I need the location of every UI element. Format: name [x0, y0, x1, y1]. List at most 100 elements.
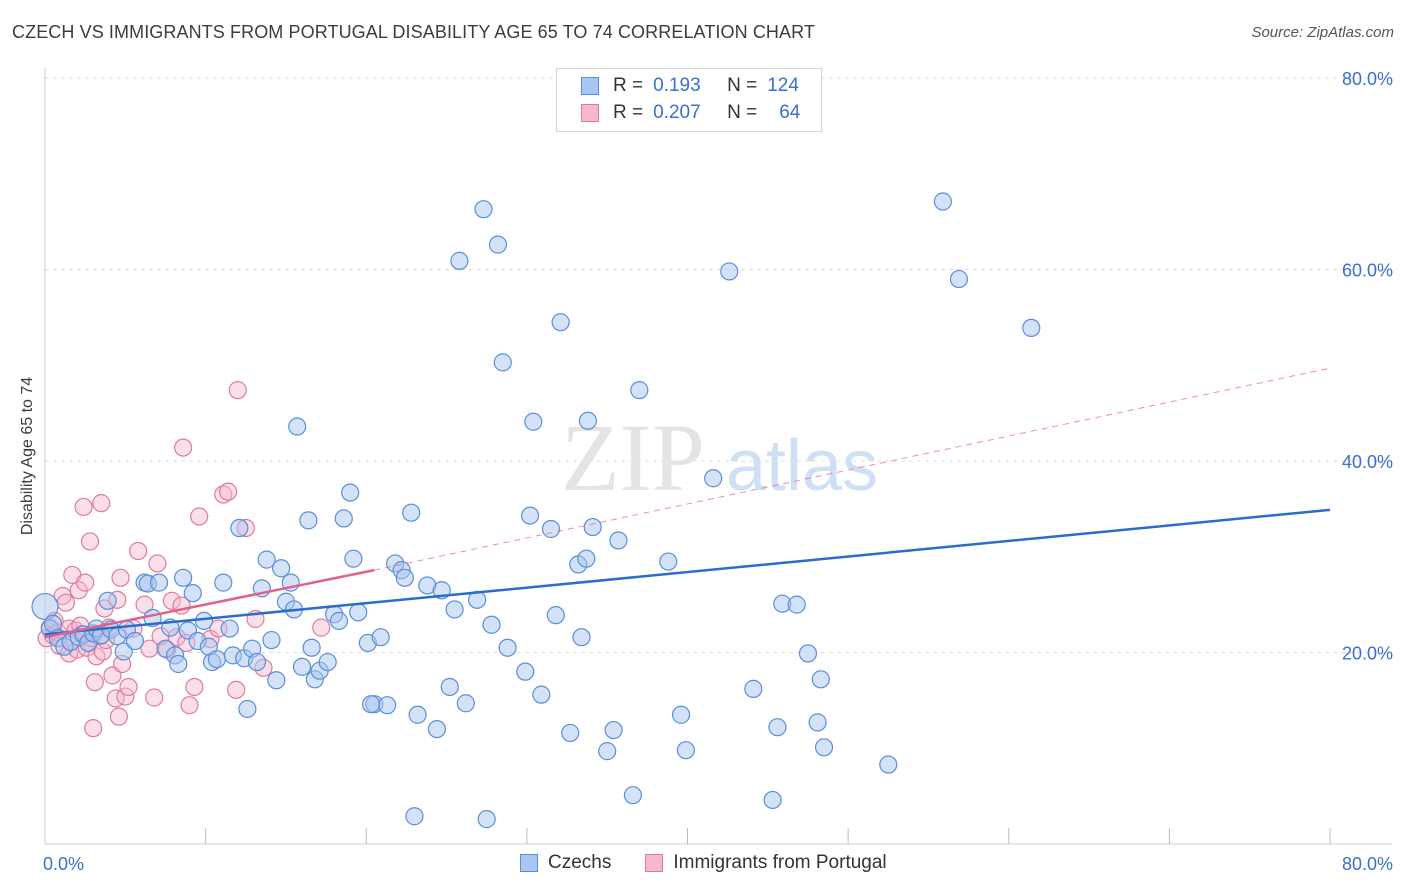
grid-lines: [45, 77, 1392, 653]
czech-point: [341, 483, 360, 502]
portugal-point: [174, 438, 193, 457]
czech-point: [493, 353, 512, 372]
x-tick-label-min: 0.0%: [43, 854, 84, 874]
czech-point: [220, 619, 239, 638]
czech-point: [408, 705, 427, 724]
czech-point: [604, 720, 623, 740]
czech-point: [445, 600, 464, 619]
czechs-legend-label: Czechs: [548, 852, 612, 873]
portugal-swatch: [581, 104, 599, 122]
portugal-trend-line: [44, 568, 375, 639]
czech-point: [288, 417, 307, 436]
portugal-point: [148, 554, 167, 573]
czech-point: [402, 503, 421, 522]
czech-point: [267, 671, 286, 690]
portugal-point: [56, 593, 75, 612]
czech-point: [349, 603, 368, 622]
watermark-atlas: atlas: [726, 426, 878, 506]
czech-point: [720, 262, 739, 281]
czech-point: [440, 677, 459, 697]
czechs-legend-swatch: [520, 854, 538, 872]
legend-row-czechs: R = 0.193 N = 124: [581, 75, 799, 97]
portugal-point: [76, 573, 95, 592]
czech-point: [257, 550, 276, 569]
czech-point: [659, 552, 678, 571]
portugal-legend-swatch: [645, 854, 664, 872]
czech-point: [704, 469, 723, 488]
czech-point: [329, 611, 349, 631]
czech-point: [450, 251, 469, 270]
czech-point: [98, 591, 117, 610]
czech-point: [238, 699, 257, 719]
portugal-point: [162, 591, 181, 610]
n-label: N =: [727, 75, 758, 96]
czech-point: [671, 705, 691, 724]
portugal-point: [135, 595, 154, 614]
czechs-n-value: 124: [767, 75, 799, 96]
czech-point: [524, 412, 543, 431]
portugal-point: [190, 507, 209, 526]
czech-point: [532, 685, 551, 704]
czech-point: [814, 738, 834, 757]
czech-point: [114, 642, 133, 661]
czech-point: [477, 810, 496, 829]
czech-point: [125, 631, 145, 651]
czech-point: [798, 644, 818, 663]
czech-point: [546, 606, 565, 625]
portugal-trend-extension: [374, 367, 1331, 571]
portugal-point: [219, 482, 238, 501]
czech-point: [933, 192, 952, 211]
czech-point: [744, 679, 763, 698]
r-label: R =: [613, 75, 644, 96]
czech-point: [344, 549, 363, 568]
czech-trend-line: [44, 508, 1331, 636]
czech-point: [577, 549, 596, 568]
source-label: Source: ZipAtlas.com: [1251, 24, 1394, 41]
portugal-point: [74, 497, 93, 517]
czech-point: [371, 628, 390, 647]
czech-point: [578, 411, 598, 430]
czechs-r-value: 0.193: [653, 75, 701, 96]
portugal-legend-label: Immigrants from Portugal: [673, 852, 887, 873]
y-axis-label: Disability Age 65 to 74: [19, 376, 36, 536]
czech-point: [561, 723, 580, 743]
series-immigrants-from-portugal: [37, 381, 331, 738]
czech-point: [214, 573, 233, 592]
portugal-point: [228, 381, 247, 400]
portugal-n-value: 64: [779, 102, 801, 123]
n-label: N =: [727, 102, 758, 123]
portugal-point: [85, 673, 104, 692]
portugal-point: [116, 687, 135, 706]
czech-point: [292, 657, 312, 676]
czech-point: [334, 509, 353, 528]
portugal-point: [145, 688, 164, 707]
czech-point: [630, 381, 649, 400]
portugal-point: [84, 719, 103, 738]
czech-point: [302, 638, 321, 657]
trend-lines: [44, 367, 1331, 639]
portugal-point: [111, 568, 130, 587]
czech-point: [541, 519, 561, 539]
czech-point: [299, 511, 318, 530]
bottom-legend: Czechs Immigrants from Portugal: [520, 852, 887, 874]
portugal-point: [180, 696, 199, 715]
czech-point: [811, 670, 830, 689]
portugal-point: [109, 707, 128, 726]
czech-point: [230, 518, 249, 538]
portugal-point: [312, 618, 331, 637]
czech-point: [768, 718, 787, 737]
czech-point: [787, 595, 806, 614]
portugal-point: [80, 532, 100, 551]
tick-labels: 20.0% 40.0% 60.0% 80.0% 0.0% 80.0%: [43, 69, 1393, 874]
chart-title: CZECH VS IMMIGRANTS FROM PORTUGAL DISABI…: [12, 22, 815, 42]
portugal-point: [129, 541, 148, 561]
czech-point: [272, 559, 291, 578]
czech-point: [361, 695, 381, 714]
czech-point: [207, 650, 226, 669]
czech-point: [482, 615, 501, 634]
y-tick-label: 40.0%: [1342, 452, 1393, 472]
czech-point: [149, 573, 169, 592]
czech-point: [583, 517, 602, 537]
czech-point: [949, 269, 969, 289]
